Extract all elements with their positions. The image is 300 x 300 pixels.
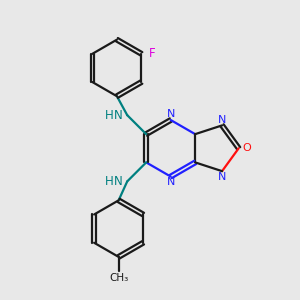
Text: N: N xyxy=(114,109,123,122)
Text: CH₃: CH₃ xyxy=(109,273,128,283)
Text: O: O xyxy=(242,143,251,153)
Text: F: F xyxy=(149,47,156,60)
Text: N: N xyxy=(218,172,226,182)
Text: N: N xyxy=(218,115,226,124)
Text: H: H xyxy=(105,109,114,122)
Text: H: H xyxy=(105,175,114,188)
Text: N: N xyxy=(114,175,123,188)
Text: N: N xyxy=(167,109,175,119)
Text: N: N xyxy=(167,177,175,188)
